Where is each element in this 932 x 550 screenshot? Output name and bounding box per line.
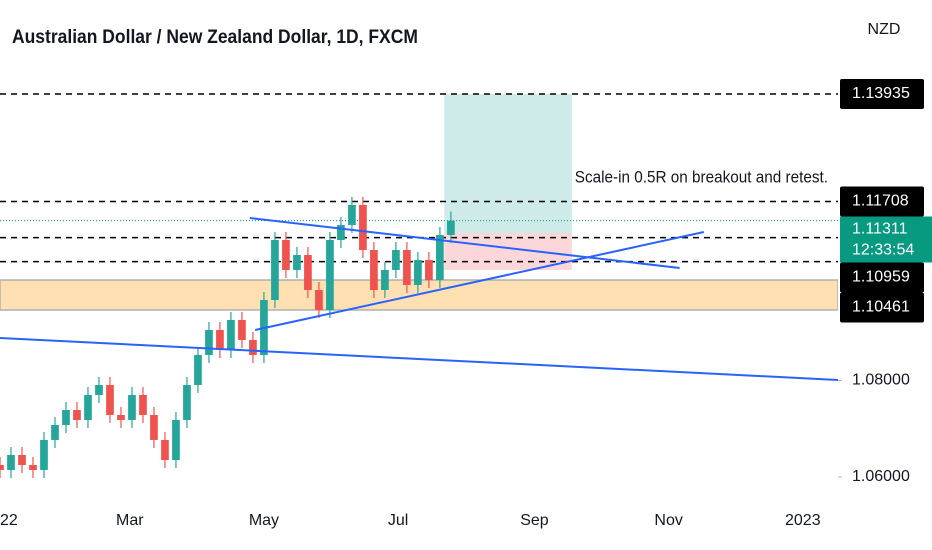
annotation: Scale-in 0.5R on breakout and retest. xyxy=(575,168,828,187)
candle-body xyxy=(271,240,279,300)
level-label: 1.10959 xyxy=(852,269,910,286)
candle-body xyxy=(238,319,246,341)
candle-body xyxy=(359,205,367,250)
candle-body xyxy=(117,414,125,420)
candle-body xyxy=(29,464,37,470)
currency-label: NZD xyxy=(868,21,901,38)
candle-body xyxy=(18,454,26,465)
candle-body xyxy=(425,259,433,281)
x-tick-label: 2022 xyxy=(0,512,18,529)
candle-body xyxy=(7,454,15,470)
candle-body xyxy=(326,240,334,310)
level-label: 1.13935 xyxy=(852,85,910,102)
y-tick-label: 1.08000 xyxy=(852,372,910,389)
candle-body xyxy=(0,464,4,470)
level-tag xyxy=(840,79,924,110)
candle-body xyxy=(205,329,213,355)
trendline xyxy=(249,217,680,269)
candle-body xyxy=(62,409,70,425)
level-tag xyxy=(840,292,924,323)
x-tick-label: May xyxy=(249,512,279,529)
candle-body xyxy=(403,250,411,285)
candle-body xyxy=(95,384,103,395)
candle-body xyxy=(51,425,59,440)
candle-body xyxy=(447,220,455,235)
candle-body xyxy=(84,394,92,420)
candle-body xyxy=(139,394,147,415)
countdown-label: 12:33:54 xyxy=(852,242,914,259)
plot-area xyxy=(0,93,838,478)
chart-title: Australian Dollar / New Zealand Dollar, … xyxy=(12,25,418,47)
candle-body xyxy=(194,354,202,385)
candle-body xyxy=(282,240,290,270)
candle-body xyxy=(337,225,345,241)
level-tag xyxy=(840,262,924,293)
candle-body xyxy=(348,205,356,225)
candle-body xyxy=(436,234,444,281)
candle-body xyxy=(161,439,169,460)
candle-body xyxy=(183,384,191,420)
x-tick-label: Mar xyxy=(116,512,144,529)
candle-body xyxy=(227,319,235,350)
current-price-label: 1.11311 xyxy=(852,221,908,238)
candle-body xyxy=(392,250,400,270)
candle-body xyxy=(106,384,114,415)
candle-body xyxy=(128,394,136,420)
trendline xyxy=(0,336,838,381)
candle-body xyxy=(381,269,389,291)
target-zone xyxy=(444,94,572,234)
candle-body xyxy=(73,409,81,420)
level-label: 1.10461 xyxy=(852,299,910,316)
stop-zone xyxy=(444,233,572,270)
y-tick-label: 1.06000 xyxy=(852,468,910,485)
candle-body xyxy=(414,259,422,285)
current-price-tag xyxy=(840,216,932,263)
level-tag xyxy=(840,186,924,217)
x-tick-label: Jul xyxy=(388,512,408,529)
x-tick-label: Sep xyxy=(520,512,549,529)
candle-body xyxy=(40,439,48,470)
candle-body xyxy=(293,255,301,270)
candle-body xyxy=(172,419,180,460)
trendline xyxy=(254,231,705,331)
candle-body xyxy=(304,255,312,291)
candle-body xyxy=(249,340,257,355)
candle-body xyxy=(216,329,224,350)
level-label: 1.11708 xyxy=(852,193,909,210)
candle-body xyxy=(370,250,378,291)
candle-body xyxy=(315,290,323,310)
x-tick-label: Nov xyxy=(654,512,682,529)
candle-body xyxy=(150,414,158,440)
x-tick-label: 2023 xyxy=(785,512,821,529)
